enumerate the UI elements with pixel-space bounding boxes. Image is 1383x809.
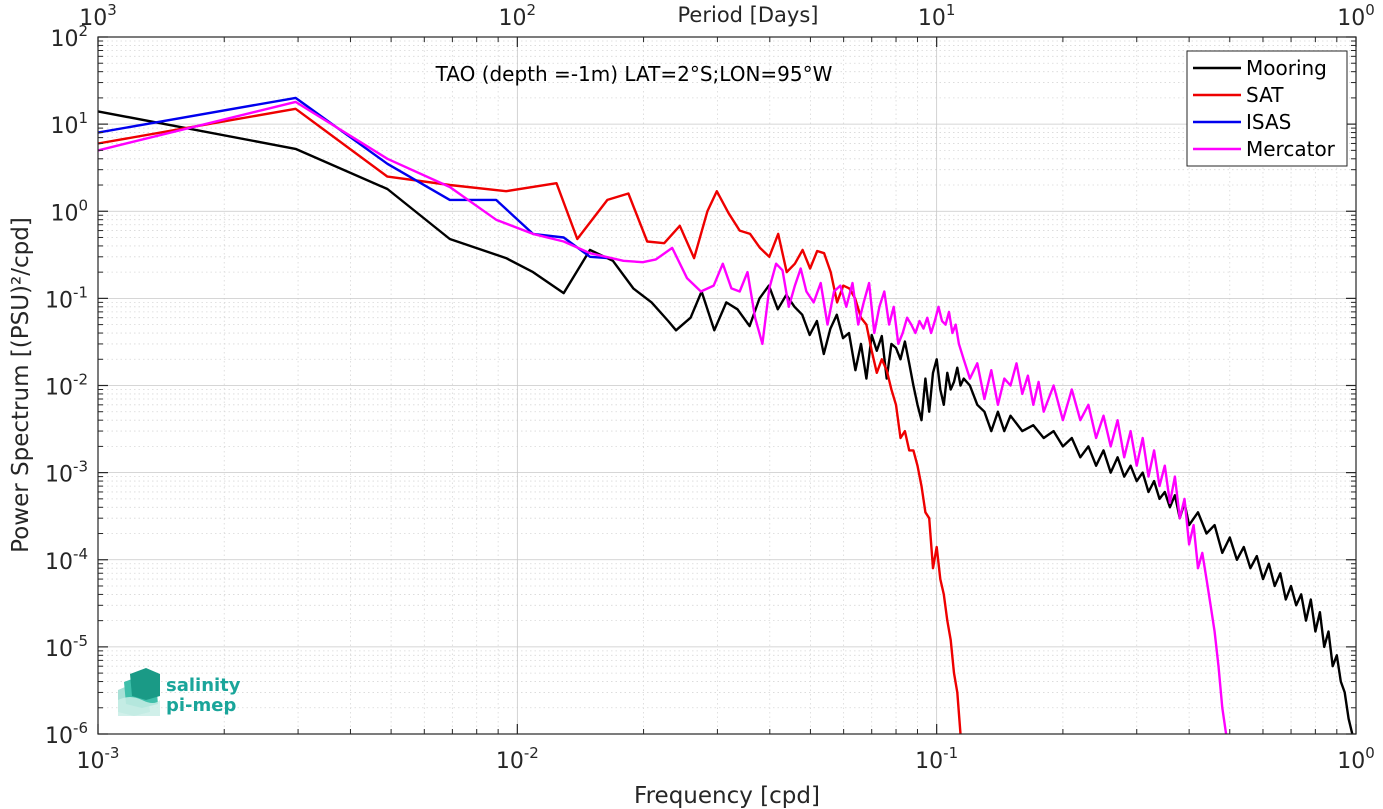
legend: Mooring SAT ISAS Mercator xyxy=(1186,50,1348,167)
x-tick-label: 10-3 xyxy=(77,744,120,774)
legend-label-mercator: Mercator xyxy=(1246,137,1336,161)
y-axis-title: Power Spectrum [(PSU)²/cpd] xyxy=(8,217,34,553)
y-tick-label: 10-4 xyxy=(45,545,88,575)
top-tick-label: 102 xyxy=(499,1,537,31)
legend-label-mooring: Mooring xyxy=(1246,56,1327,80)
x-tick-label: 100 xyxy=(1337,744,1375,774)
y-tick-label: 10-2 xyxy=(45,371,88,401)
y-tick-label: 10-1 xyxy=(45,283,88,313)
y-tick-label: 102 xyxy=(50,22,88,52)
y-tick-label: 10-5 xyxy=(45,632,88,662)
logo-mark-icon xyxy=(118,668,160,716)
chart-title: TAO (depth =-1m) LAT=2°S;LON=95°W xyxy=(435,62,833,86)
y-tick-label: 10-3 xyxy=(45,458,88,488)
salinity-pi-mep-logo: salinity pi-mep xyxy=(118,668,241,716)
logo-text-line1: salinity xyxy=(166,675,241,696)
legend-box xyxy=(1186,50,1348,167)
series-line-sat xyxy=(97,107,962,735)
top-tick-label: 103 xyxy=(79,1,117,31)
top-tick-label: 101 xyxy=(918,1,956,31)
x-tick-label: 10-1 xyxy=(915,744,958,774)
logo-text-line2: pi-mep xyxy=(166,695,236,716)
x-axis-title: Frequency [cpd] xyxy=(634,783,820,809)
grid-minor xyxy=(98,37,1356,734)
x-tick-label: 10-2 xyxy=(496,744,539,774)
axis-ticks xyxy=(97,36,1357,735)
top-tick-label: 100 xyxy=(1337,1,1375,31)
y-tick-label: 100 xyxy=(50,196,88,226)
legend-label-sat: SAT xyxy=(1246,83,1284,107)
top-axis-title: Period [Days] xyxy=(678,3,819,27)
y-tick-label: 10-6 xyxy=(45,719,88,749)
series-line-mercator xyxy=(97,100,1228,735)
series-lines xyxy=(97,96,1354,735)
series-line-mooring xyxy=(97,110,1354,735)
y-tick-label: 101 xyxy=(50,109,88,139)
legend-label-isas: ISAS xyxy=(1246,110,1291,134)
